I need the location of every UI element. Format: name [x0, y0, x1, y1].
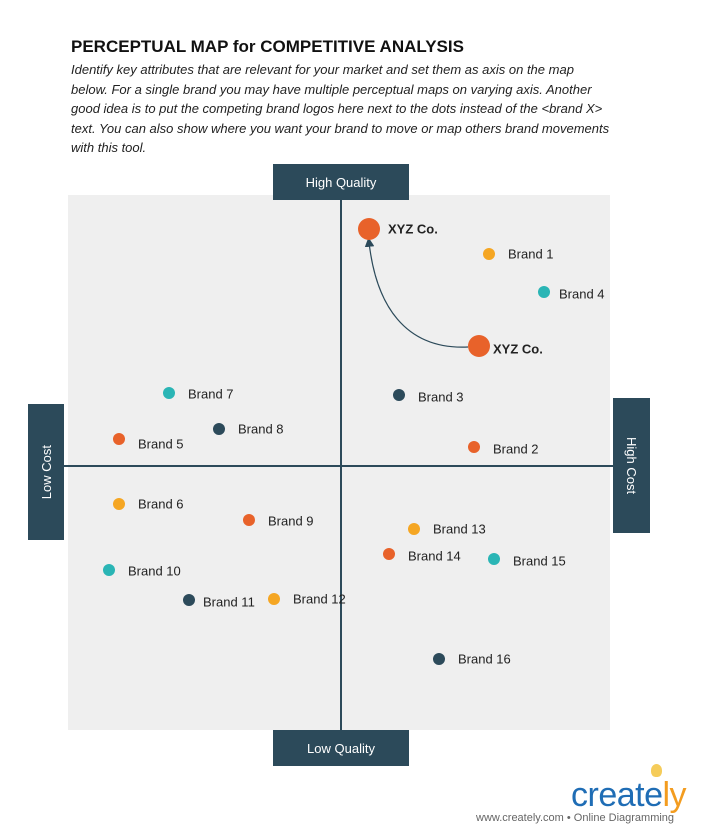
axis-label-high-cost-text: High Cost	[624, 436, 639, 495]
brand-dot	[243, 514, 255, 526]
brand-dot	[113, 498, 125, 510]
brand-label: Brand 10	[128, 563, 181, 579]
axis-label-low-cost-text: Low Cost	[38, 444, 54, 500]
brand-dot	[163, 387, 175, 399]
brand-label: Brand 6	[138, 496, 184, 512]
brand-dot	[488, 553, 500, 565]
brand-dot	[268, 593, 280, 605]
brand-dot	[213, 423, 225, 435]
brand-label: Brand 15	[513, 553, 566, 569]
brand-label: Brand 2	[493, 441, 539, 457]
brand-label: Brand 7	[188, 386, 234, 402]
brand-label: Brand 8	[238, 421, 284, 437]
brand-label: Brand 9	[268, 513, 314, 529]
creately-logo: creately	[571, 776, 687, 814]
brand-label: Brand 13	[433, 521, 486, 537]
brand-label: Brand 14	[408, 548, 461, 564]
movement-arrow	[364, 237, 469, 348]
description: Identify key attributes that are relevan…	[71, 62, 610, 155]
brand-dot	[468, 335, 490, 357]
brand-dot	[433, 653, 445, 665]
brand-label: Brand 16	[458, 651, 511, 667]
map-panel	[68, 195, 610, 730]
brand-label: XYZ Co.	[493, 341, 543, 357]
brand-dot	[383, 548, 395, 560]
brand-dot	[483, 248, 495, 260]
page-title: PERCEPTUAL MAP for COMPETITIVE ANALYSIS	[71, 37, 464, 56]
brand-dot	[393, 389, 405, 401]
footer-url: www.creately.com • Online Diagramming	[476, 812, 675, 824]
brand-dot	[538, 286, 550, 298]
brand-dot	[408, 523, 420, 535]
axis-label-low-quality: Low Quality	[273, 730, 409, 766]
axis-label-low-cost: Low Cost	[28, 404, 64, 540]
brand-label: Brand 4	[559, 286, 605, 302]
lightbulb-icon	[651, 764, 662, 777]
brand-label: Brand 5	[138, 436, 184, 452]
brand-label: Brand 3	[418, 389, 464, 405]
brand-dot	[468, 441, 480, 453]
brand-label: XYZ Co.	[388, 221, 438, 237]
axis-label-high-quality: High Quality	[273, 164, 409, 200]
brand-label: Brand 12	[293, 591, 346, 607]
brand-dot	[103, 564, 115, 576]
brand-dot	[183, 594, 195, 606]
brand-dot	[358, 218, 380, 240]
axis-label-high-cost: High Cost	[613, 398, 650, 533]
brand-dot	[113, 433, 125, 445]
brand-label: Brand 1	[508, 246, 554, 262]
brand-label: Brand 11	[203, 594, 255, 610]
